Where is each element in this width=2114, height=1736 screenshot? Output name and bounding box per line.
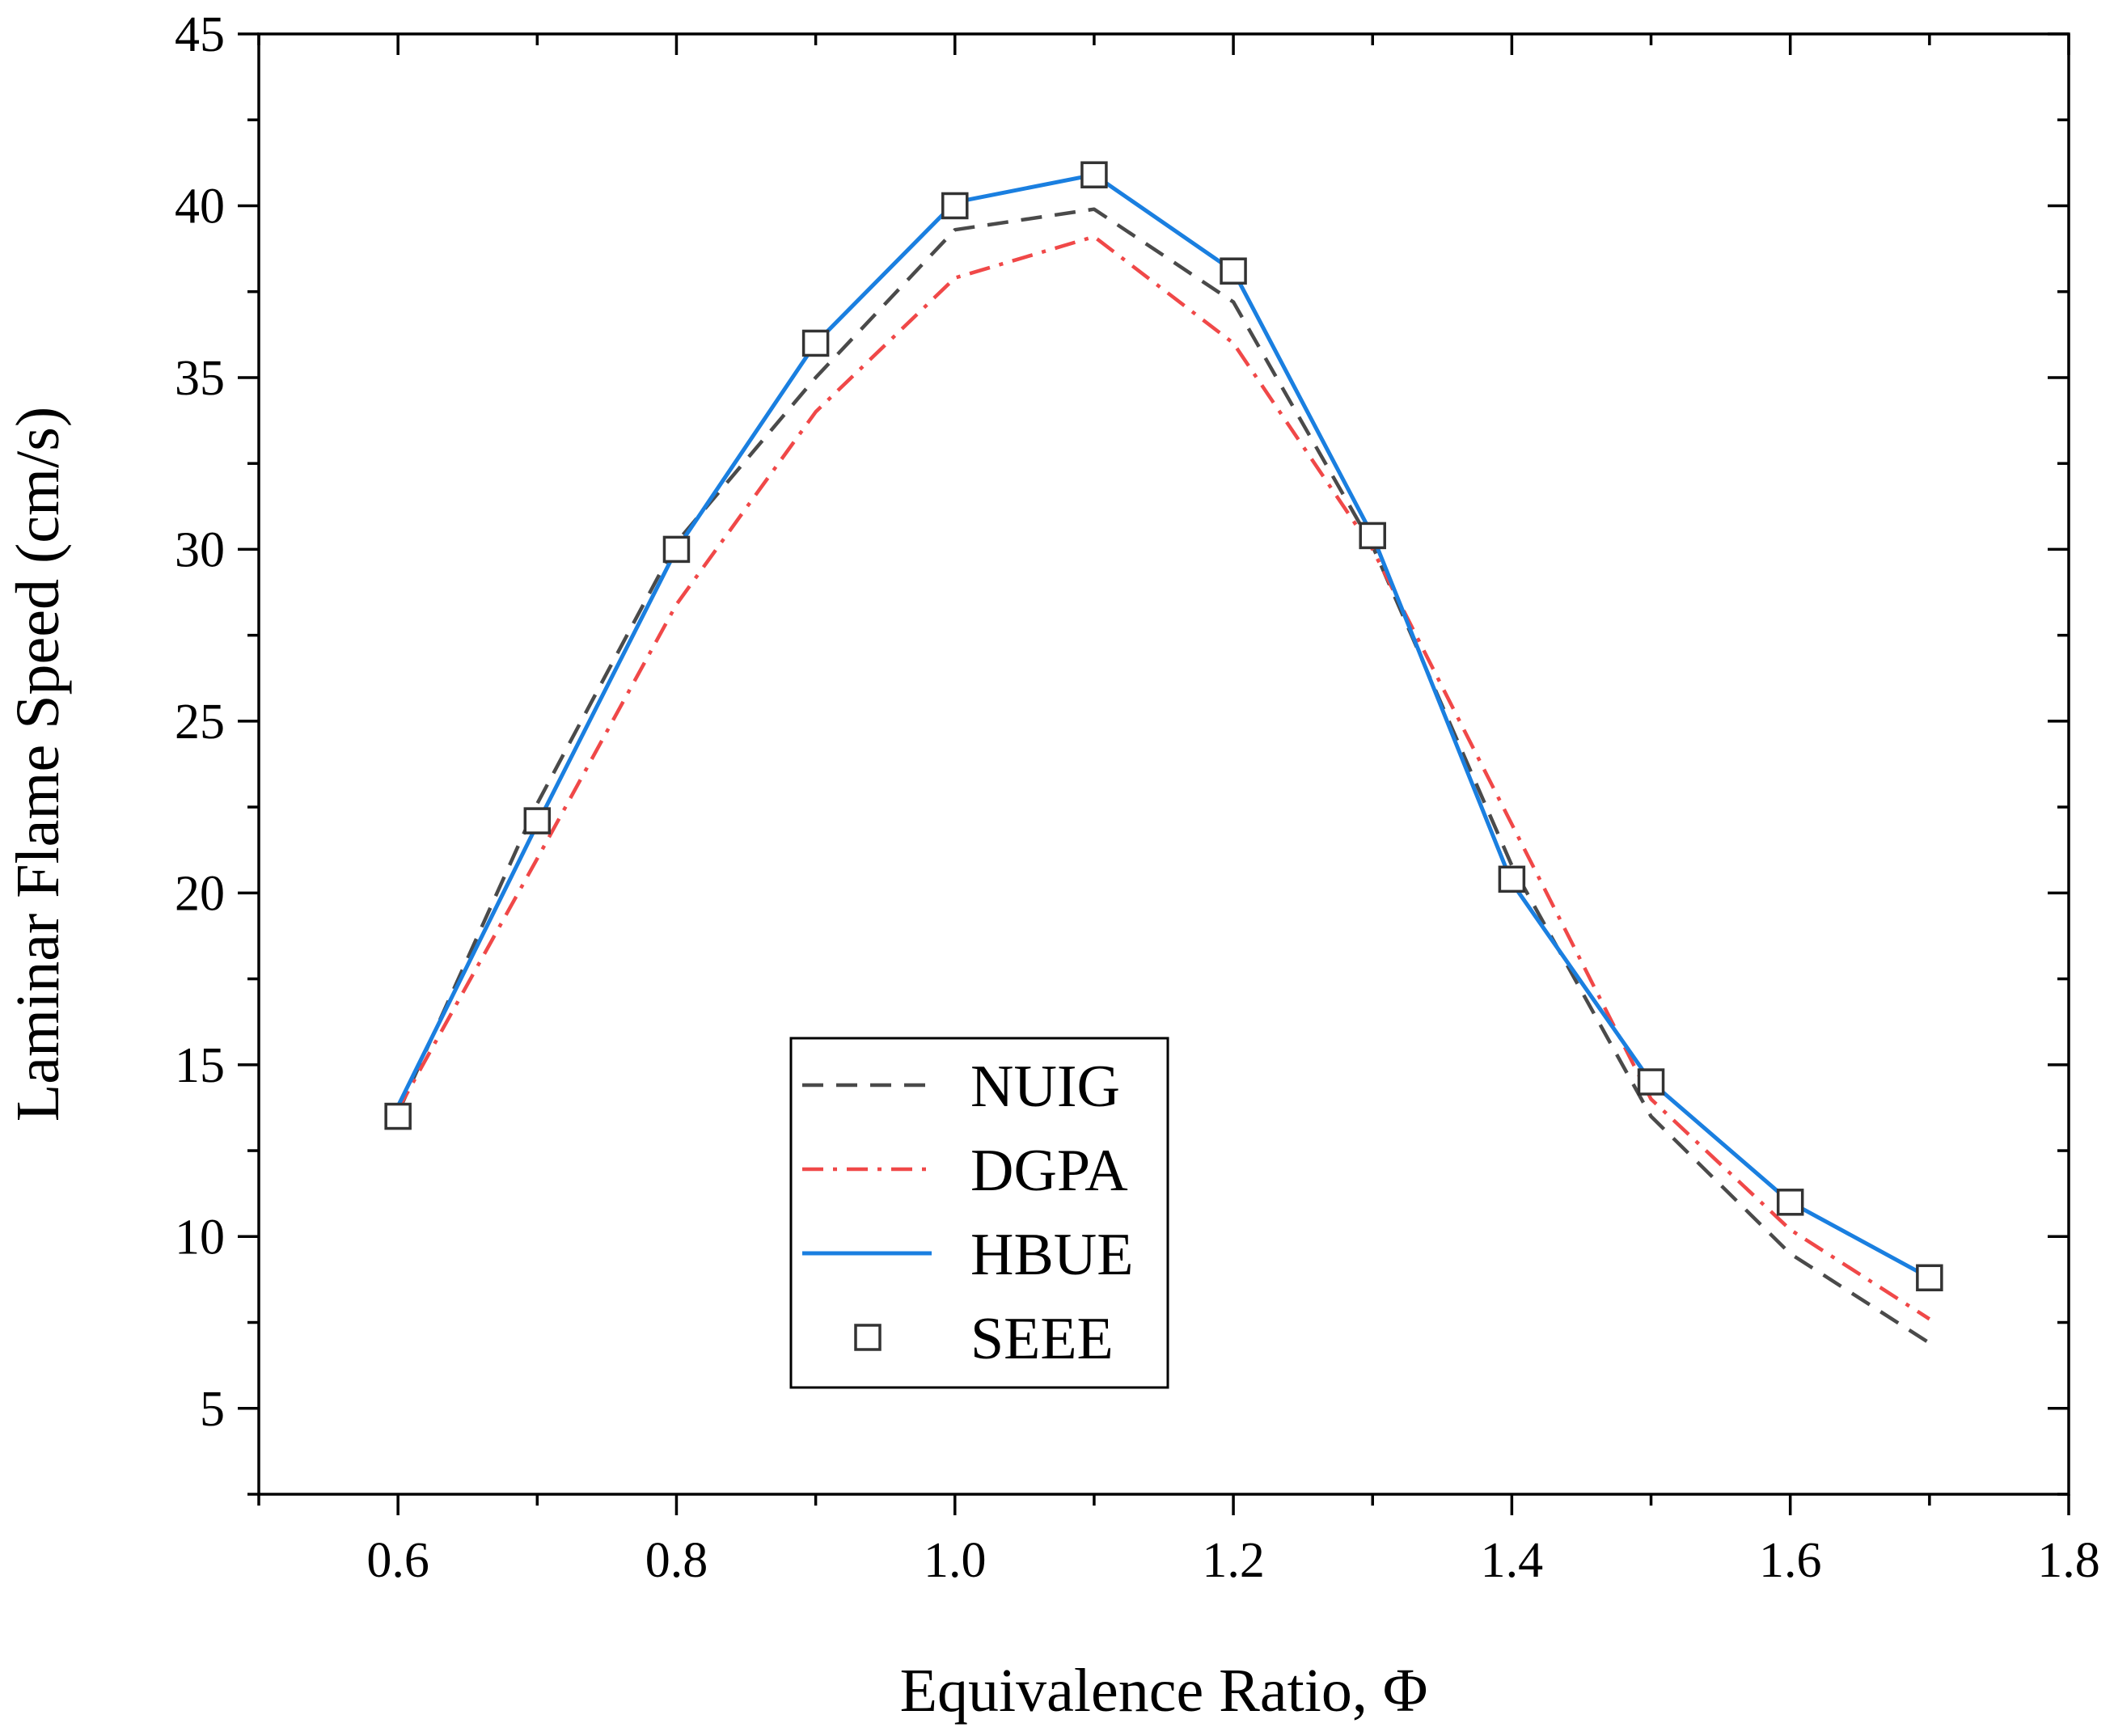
legend-box	[789, 1037, 1169, 1389]
y-tick-label: 5	[200, 1382, 225, 1437]
plot-frame	[257, 32, 2070, 1496]
axes-layer: 0.6 0.8 1.0 1.2 1.4 1.6 1.8 5 10 15 20 25 30 35 40 45	[175, 7, 2100, 1588]
y-tick-label: 20	[175, 866, 225, 921]
seee-marker	[1220, 257, 1247, 285]
y-tick-label: 10	[175, 1210, 225, 1265]
x-axis-title: Equivalence Ratio, Φ	[900, 1657, 1428, 1725]
x-tick-label: 1.2	[1202, 1533, 1265, 1588]
x-tick-label: 0.6	[366, 1533, 429, 1588]
y-tick-label: 25	[175, 695, 225, 750]
seee-marker	[1359, 522, 1386, 550]
seee-marker	[1637, 1068, 1665, 1096]
hbue-line	[395, 172, 1930, 1280]
y-tick-label: 45	[175, 7, 225, 62]
x-tick-label: 1.4	[1481, 1533, 1544, 1588]
seee-marker	[1498, 865, 1526, 893]
seee-marker	[1776, 1189, 1804, 1216]
seee-marker	[662, 535, 691, 564]
seee-marker	[523, 807, 552, 834]
y-tick-label: 40	[175, 179, 225, 234]
series-layer	[384, 161, 1943, 1345]
nuig-line	[396, 207, 1931, 1345]
legend: NUIG DGPA HBUE SEEE	[789, 1037, 1169, 1389]
legend-label-dgpa: DGPA	[970, 1138, 1128, 1204]
x-tick-label: 0.8	[645, 1533, 708, 1588]
legend-label-hbue: HBUE	[970, 1222, 1133, 1288]
legend-label-seee: SEEE	[970, 1306, 1114, 1372]
y-axis-title: Laminar Flame Speed (cm/s)	[4, 407, 72, 1121]
x-tick-label: 1.8	[2037, 1533, 2100, 1588]
seee-marker	[1916, 1264, 1943, 1292]
y-tick-label: 15	[175, 1038, 225, 1093]
x-tick-label: 1.0	[924, 1533, 987, 1588]
legend-swatch-seee	[854, 1324, 882, 1351]
x-tick-label: 1.6	[1759, 1533, 1822, 1588]
y-tick-label: 30	[175, 522, 225, 577]
y-tick-label: 35	[175, 351, 225, 406]
dgpa-line	[396, 234, 1931, 1321]
seee-marker	[1080, 161, 1108, 188]
legend-label-nuig: NUIG	[970, 1054, 1120, 1120]
seee-marker	[384, 1102, 412, 1130]
seee-marker	[941, 192, 969, 220]
seee-marker	[801, 329, 830, 357]
